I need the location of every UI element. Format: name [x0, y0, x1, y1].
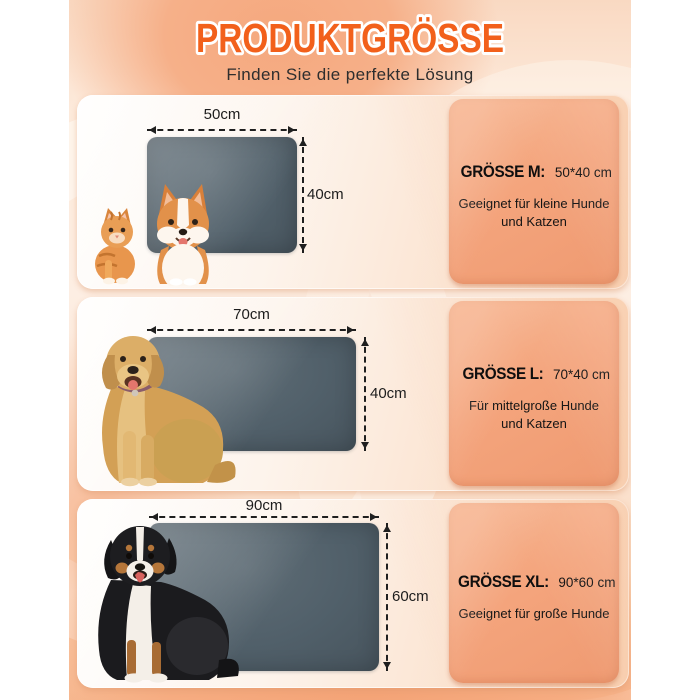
mat-width-label: 70cm	[233, 306, 270, 323]
golden-retriever-illustration	[101, 336, 236, 487]
size-row-m: 50cm 40cm	[77, 95, 629, 289]
description-line: Für mittelgroße Hunde	[468, 397, 600, 413]
mat-height-label: 40cm	[370, 385, 407, 402]
size-value: 90*60 cm	[558, 575, 616, 591]
card-heading: GRÖSSE XL: 90*60 cm	[457, 572, 616, 592]
size-value: 70*40 cm	[552, 366, 610, 382]
height-arrow	[383, 523, 391, 671]
page-title-graphic: PRODUKTGRÖSSE	[193, 12, 507, 64]
description-line: und Katzen	[501, 214, 567, 229]
mat-width-label: 90cm	[245, 497, 283, 514]
content-column: PRODUKTGRÖSSE Finden Sie die perfekte Lö…	[69, 0, 631, 700]
card-heading: GRÖSSE M: 50*40 cm	[458, 161, 612, 182]
bernese-mountain-dog-illustration	[98, 526, 239, 683]
page-title: PRODUKTGRÖSSE	[196, 15, 504, 61]
size-card-m: GRÖSSE M: 50*40 cm Geeignet für kleine H…	[449, 99, 619, 284]
size-card-xl: GRÖSSE XL: 90*60 cm Geeignet für große H…	[449, 503, 619, 683]
corgi-figure	[157, 184, 209, 286]
card-description: Geeignet für große Hunde	[458, 605, 610, 623]
description-line: Geeignet für große Hunde	[458, 606, 610, 622]
mat-width-label: 50cm	[203, 106, 241, 123]
size-card-l: GRÖSSE L: 70*40 cm Für mittelgroße Hunde…	[449, 301, 619, 486]
mat-height-label: 60cm	[392, 588, 429, 605]
width-arrow	[149, 513, 379, 521]
size-label: GRÖSSE M:	[460, 161, 546, 181]
size-row-l: 70cm 40cm	[77, 297, 629, 491]
card-description: Für mittelgroße Hunde und Katzen	[458, 397, 610, 434]
width-arrow	[147, 326, 356, 334]
height-arrow	[361, 337, 369, 451]
description-line: und Katzen	[501, 416, 567, 431]
size-row-xl: 90cm 60cm	[77, 497, 629, 688]
size-label: GRÖSSE L:	[462, 363, 544, 383]
size-value: 50*40 cm	[554, 164, 612, 180]
height-arrow	[299, 137, 307, 253]
card-description: Geeignet für kleine Hunde und Katzen	[458, 195, 610, 232]
page-subtitle: Finden Sie die perfekte Lösung	[226, 65, 474, 84]
size-label: GRÖSSE XL:	[457, 572, 549, 592]
description-line: Geeignet für kleine Hunde	[458, 195, 610, 211]
mat-height-label: 40cm	[307, 186, 344, 203]
kitten-figure	[95, 208, 135, 285]
corgi-and-kitten-illustration	[95, 184, 209, 286]
width-arrow	[147, 126, 297, 134]
header: PRODUKTGRÖSSE Finden Sie die perfekte Lö…	[69, 12, 631, 85]
card-heading: GRÖSSE L: 70*40 cm	[458, 364, 610, 384]
